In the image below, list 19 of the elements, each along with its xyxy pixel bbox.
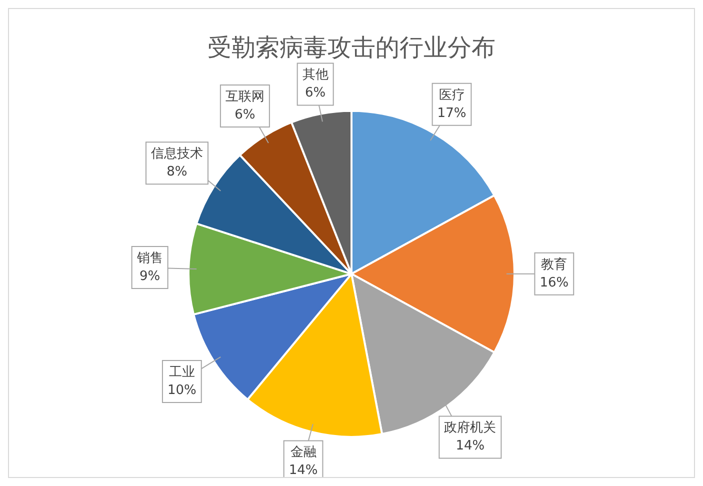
data-label: 14% xyxy=(456,438,485,454)
data-label: 9% xyxy=(139,268,160,284)
data-label: 10% xyxy=(167,382,196,398)
data-label: 14% xyxy=(288,463,318,478)
slice-label: 信息技术 xyxy=(150,146,203,162)
slice-label: 金融 xyxy=(290,445,316,460)
data-label: 6% xyxy=(234,107,256,122)
data-label: 8% xyxy=(166,164,188,180)
slice-label: 教育 xyxy=(541,256,568,272)
slice-label: 政府机关 xyxy=(444,420,496,436)
slice-label: 销售 xyxy=(136,250,163,266)
data-label: 6% xyxy=(305,86,326,101)
slice-label: 医疗 xyxy=(438,88,465,103)
data-label: 16% xyxy=(540,275,569,290)
data-label: 17% xyxy=(437,106,466,121)
slice-label: 互联网 xyxy=(225,89,264,104)
chart-title: 受勒索病毒攻击的行业分布 xyxy=(208,34,496,62)
slice-label: 其他 xyxy=(302,68,328,83)
slice-label: 工业 xyxy=(168,364,195,380)
